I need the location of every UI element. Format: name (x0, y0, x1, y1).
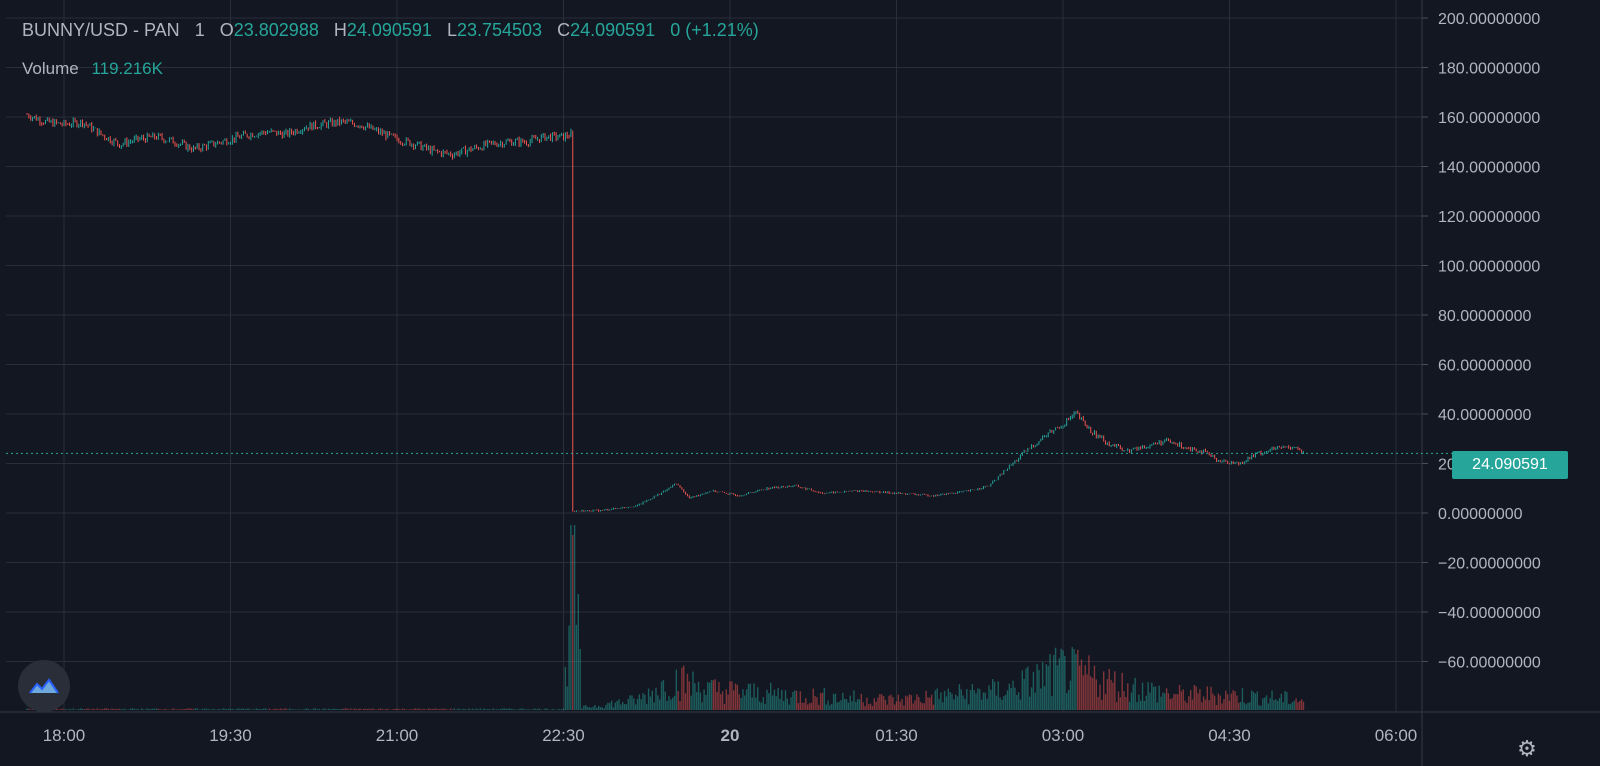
interval[interactable]: 1 (194, 20, 205, 40)
y-tick-label: 180.00000000 (1438, 61, 1540, 78)
x-tick-label: 04:30 (1208, 726, 1251, 745)
x-tick-label: 18:00 (43, 726, 86, 745)
x-tick-label: 01:30 (875, 726, 918, 745)
y-tick-label: 120.00000000 (1438, 209, 1540, 226)
change-value: 0 (+1.21%) (670, 20, 759, 40)
symbol-name[interactable]: BUNNY/USD - PAN (22, 20, 180, 40)
close-value: 24.090591 (570, 20, 656, 40)
y-tick-label: −60.00000000 (1438, 655, 1541, 672)
y-tick-label: 140.00000000 (1438, 160, 1540, 177)
close-label: C (557, 20, 571, 40)
symbol-legend[interactable]: BUNNY/USD - PAN 1 O23.802988 H24.090591 … (22, 20, 769, 41)
time-axis[interactable]: 18:00 19:30 21:00 22:30 20 01:30 03:00 04:30 06:… (43, 726, 1418, 745)
tradingview-cloud-icon[interactable] (18, 660, 70, 712)
volume-value: 119.216K (91, 59, 163, 78)
x-tick-label: 20 (721, 726, 740, 745)
y-tick-label: 160.00000000 (1438, 110, 1540, 127)
y-tick-label: 60.00000000 (1438, 358, 1532, 375)
x-tick-label: 21:00 (376, 726, 419, 745)
low-label: L (446, 20, 457, 40)
open-label: O (219, 20, 234, 40)
gear-icon[interactable]: ⚙ (1517, 736, 1537, 761)
x-tick-label: 06:00 (1375, 726, 1418, 745)
volume-label: Volume (22, 59, 79, 78)
y-tick-label: −40.00000000 (1438, 605, 1541, 622)
candles (6, 113, 1452, 513)
x-tick-label: 03:00 (1042, 726, 1085, 745)
y-tick-label: 200.00000000 (1438, 11, 1540, 28)
low-value: 23.754503 (456, 20, 543, 40)
volume-bars (26, 525, 1305, 710)
cloud-glyph (29, 678, 59, 694)
volume-legend[interactable]: Volume 119.216K (22, 59, 163, 79)
open-value: 23.802988 (233, 20, 319, 40)
price-axis[interactable]: 200.00000000 180.00000000 160.00000000 140.… (1422, 11, 1541, 672)
last-price-tag: 24.090591 (1452, 451, 1568, 479)
high-value: 24.090591 (346, 20, 432, 40)
y-tick-label: 100.00000000 (1438, 259, 1540, 276)
x-tick-label: 19:30 (209, 726, 252, 745)
high-label: H (333, 20, 347, 40)
y-tick-label: 0.00000000 (1438, 506, 1523, 523)
y-tick-label: 80.00000000 (1438, 308, 1532, 325)
y-tick-label: −20.00000000 (1438, 556, 1541, 573)
y-tick-label: 40.00000000 (1438, 407, 1532, 424)
x-tick-label: 22:30 (542, 726, 585, 745)
